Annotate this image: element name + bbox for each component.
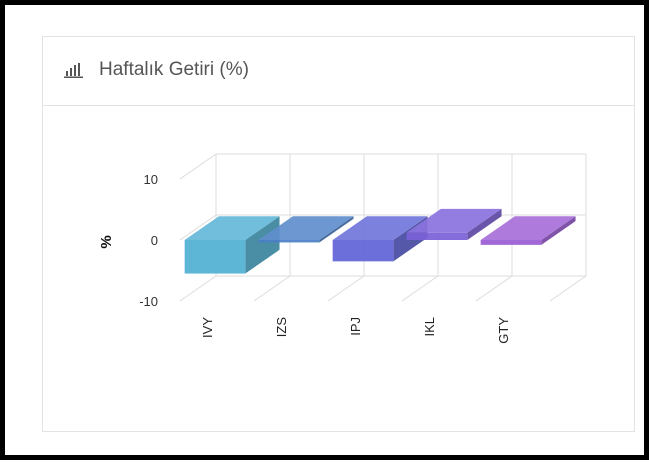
chart-labels: -10 0 10% IVY IZS IPJ IKL GTY	[98, 172, 511, 344]
y-tick-label: 0	[151, 233, 158, 248]
grid-line	[179, 214, 586, 241]
grid-line	[179, 275, 586, 302]
widget-header: Haftalık Getiri (%)	[43, 37, 634, 106]
bar-izs	[258, 216, 354, 243]
grid-line-vertical	[475, 154, 513, 302]
bar-ikl	[406, 208, 502, 240]
y-axis-label: %	[98, 235, 115, 248]
x-tick-label: IZS	[274, 317, 289, 338]
weekly-return-chart: -10 0 10% IVY IZS IPJ IKL GTY	[98, 153, 587, 344]
chart-grid	[179, 153, 587, 302]
widget-title: Haftalık Getiri (%)	[99, 59, 249, 80]
bar-ivy	[184, 216, 280, 274]
grid-line-vertical	[253, 154, 291, 302]
bar-chart-icon	[64, 63, 83, 78]
x-tick-label: IPJ	[348, 317, 363, 336]
bar-gty	[480, 216, 576, 245]
x-tick-label: IKL	[422, 317, 437, 337]
y-tick-label: 10	[144, 172, 158, 187]
x-tick-label: GTY	[496, 317, 511, 344]
x-tick-label: IVY	[200, 317, 215, 338]
y-tick-label: -10	[139, 294, 158, 309]
grid-line	[179, 153, 586, 180]
chart-bars	[184, 208, 576, 274]
grid-line-vertical	[549, 154, 587, 302]
